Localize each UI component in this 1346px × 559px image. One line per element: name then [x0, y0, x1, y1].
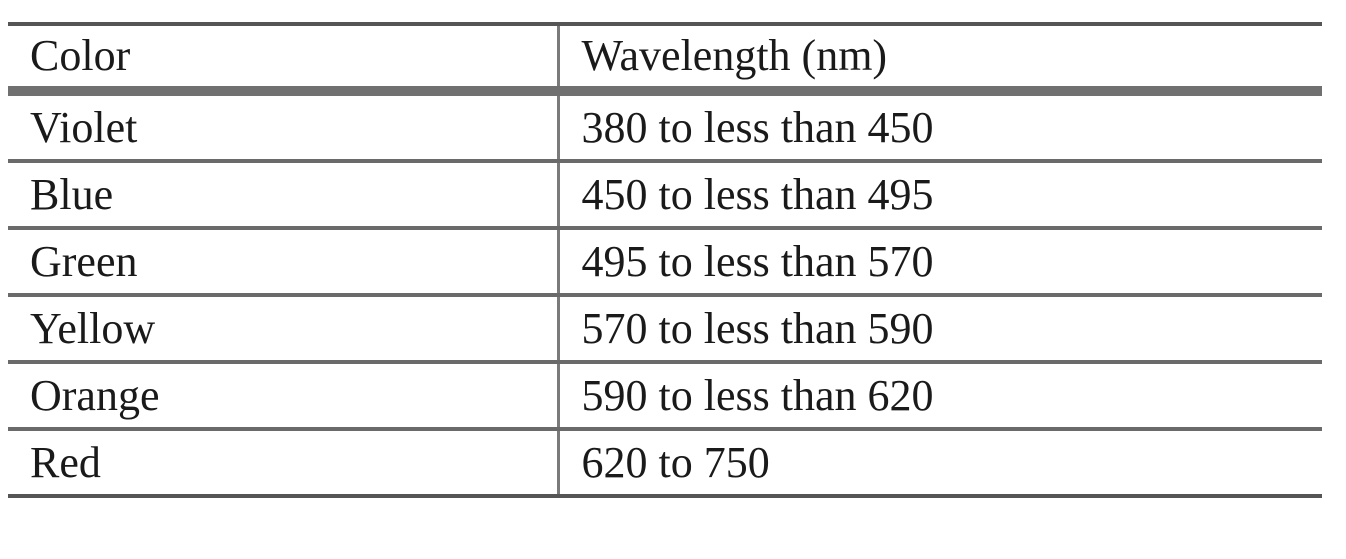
table-row-red: Red 620 to 750: [8, 429, 1322, 496]
table-row-blue: Blue 450 to less than 495: [8, 161, 1322, 228]
cell-wavelength: 590 to less than 620: [581, 370, 934, 420]
cell-wavelength: 570 to less than 590: [581, 303, 934, 353]
cell-color: Blue: [8, 161, 560, 228]
table-body: Violet 380 to less than 450 Blue 450 to …: [8, 91, 1322, 496]
cell-wavelength: 450 to less than 495: [581, 169, 934, 219]
wavelength-table-container: Color Wavelength (nm) Violet 380 to less…: [8, 22, 1322, 498]
table-header: Color Wavelength (nm): [8, 24, 1322, 91]
cell-wavelength: 495 to less than 570: [581, 236, 934, 286]
cell-color: Orange: [8, 362, 560, 429]
cell-color: Violet: [8, 91, 560, 161]
table-row-violet: Violet 380 to less than 450: [8, 91, 1322, 161]
cell-color: Yellow: [8, 295, 560, 362]
table-row-orange: Orange 590 to less than 620: [8, 362, 1322, 429]
cell-wavelength: 380 to less than 450: [581, 102, 934, 152]
table-row-yellow: Yellow 570 to less than 590: [8, 295, 1322, 362]
wavelength-table: Color Wavelength (nm) Violet 380 to less…: [8, 22, 1322, 498]
cell-wavelength: 620 to 750: [581, 437, 770, 487]
cell-color: Green: [8, 228, 560, 295]
cell-color: Red: [8, 429, 560, 496]
header-color: Color: [8, 24, 560, 91]
header-row: Color Wavelength (nm): [8, 24, 1322, 91]
header-wavelength: Wavelength (nm): [581, 31, 888, 80]
table-row-green: Green 495 to less than 570: [8, 228, 1322, 295]
